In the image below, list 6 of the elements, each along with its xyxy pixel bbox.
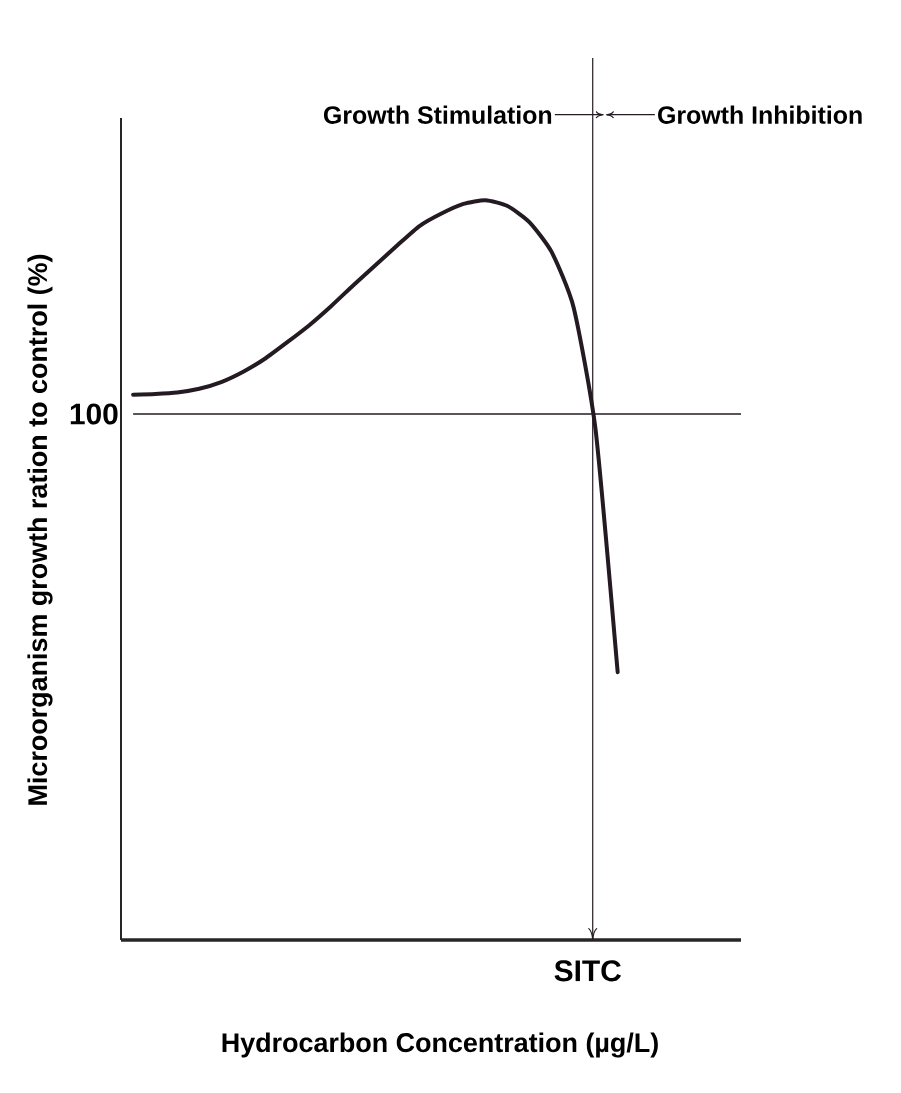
y-axis-title: Microorganism growth ration to control (%) xyxy=(27,254,53,805)
text: Growth Stimulation xyxy=(323,105,552,124)
text: 100 xyxy=(70,403,118,425)
text: Growth Inhibition xyxy=(658,105,862,124)
x-axis-title: Hydrocarbon Concentration (µg/L) xyxy=(222,1032,658,1058)
text: SITC xyxy=(554,960,621,982)
